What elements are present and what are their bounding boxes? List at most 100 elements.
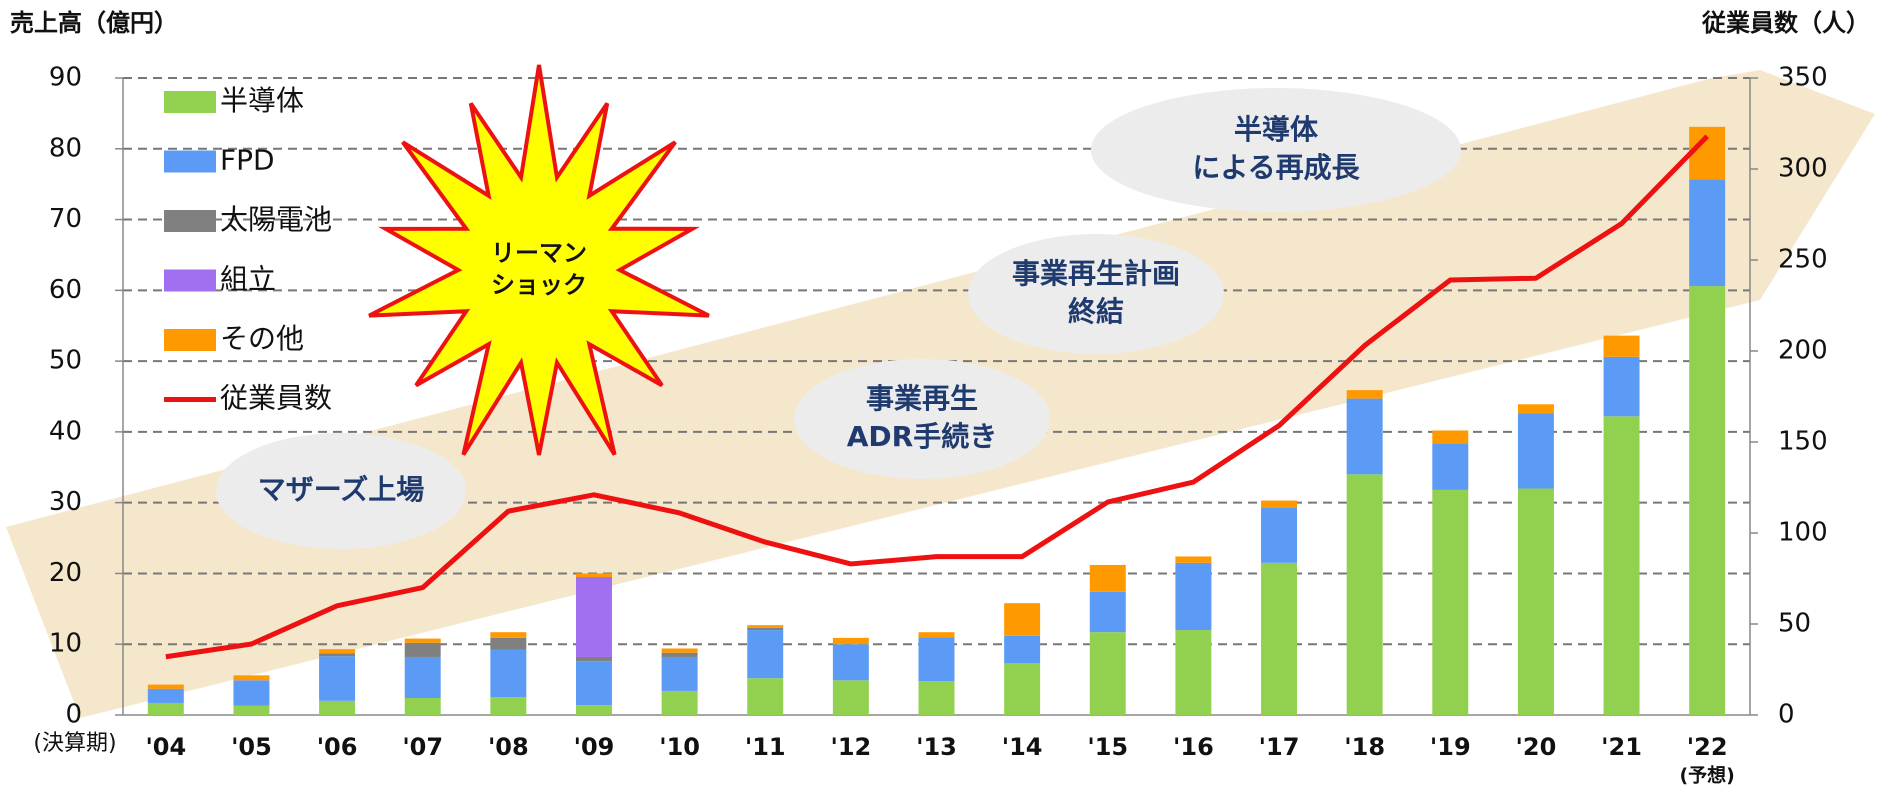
bar-segment bbox=[1347, 390, 1383, 398]
bar-segment bbox=[405, 698, 441, 715]
annotation-text: ADR手続き bbox=[847, 420, 997, 453]
y-tick-label: 10 bbox=[49, 629, 82, 659]
y2-tick-label: 50 bbox=[1778, 609, 1811, 639]
legend-label: FPD bbox=[220, 144, 275, 177]
legend-label: 半導体 bbox=[220, 84, 304, 117]
y2-tick-label: 250 bbox=[1778, 245, 1828, 275]
bar-segment bbox=[747, 630, 783, 678]
annotation-bubble bbox=[794, 359, 1050, 479]
y2-tick-label: 200 bbox=[1778, 336, 1828, 366]
bar-segment bbox=[1004, 636, 1040, 664]
bar-segment bbox=[1090, 565, 1126, 592]
y2-axis-title: 従業員数（人） bbox=[1701, 9, 1870, 37]
x-tick-label: '22 bbox=[1687, 733, 1728, 761]
legend-label: 太陽電池 bbox=[220, 203, 332, 236]
bar-segment bbox=[1175, 630, 1211, 715]
bar-segment bbox=[919, 681, 955, 715]
bar-segment bbox=[490, 650, 526, 697]
bar-segment bbox=[148, 689, 184, 703]
legend-swatch bbox=[164, 329, 216, 351]
bar-segment bbox=[1689, 127, 1725, 179]
x-tick-label: '16 bbox=[1173, 733, 1214, 761]
bar-segment bbox=[233, 680, 269, 705]
annotation-text: マザーズ上場 bbox=[258, 473, 425, 506]
legend-label: 従業員数 bbox=[220, 382, 332, 415]
bar-segment bbox=[1261, 508, 1297, 563]
y2-tick-label: 350 bbox=[1778, 63, 1828, 93]
bar-segment bbox=[747, 678, 783, 715]
bar-segment bbox=[1432, 443, 1468, 490]
bar-segment bbox=[319, 653, 355, 656]
x-tick-label: '11 bbox=[745, 733, 786, 761]
bar-segment bbox=[662, 653, 698, 657]
bar-segment bbox=[1261, 563, 1297, 715]
annotation-text: リーマン bbox=[491, 239, 587, 267]
bar-segment bbox=[576, 577, 612, 657]
bar-segment bbox=[576, 705, 612, 715]
bar-segment bbox=[1175, 556, 1211, 562]
bar-segment bbox=[662, 657, 698, 691]
bar-segment bbox=[233, 675, 269, 680]
x-axis-note: (決算期) bbox=[33, 731, 116, 756]
bar-segment bbox=[1689, 286, 1725, 715]
bar-segment bbox=[405, 657, 441, 698]
annotation-text: 終結 bbox=[1068, 295, 1124, 328]
bar-segment bbox=[1004, 663, 1040, 715]
x-tick-label: '05 bbox=[231, 733, 272, 761]
y2-tick-label: 150 bbox=[1778, 427, 1828, 457]
bar-segment bbox=[1261, 501, 1297, 508]
bar-segment bbox=[576, 657, 612, 661]
x-tick-label: '20 bbox=[1516, 733, 1557, 761]
y-tick-label: 90 bbox=[49, 63, 82, 93]
legend-swatch bbox=[164, 151, 216, 173]
bar-segment bbox=[319, 649, 355, 653]
y-tick-label: 0 bbox=[65, 700, 82, 730]
bar-segment bbox=[490, 697, 526, 715]
bar-segment bbox=[1604, 336, 1640, 357]
y2-tick-label: 100 bbox=[1778, 518, 1828, 548]
chart: 売上高（億円） 従業員数（人） (決算期) 010203040506070809… bbox=[0, 0, 1877, 789]
y-tick-label: 80 bbox=[49, 133, 82, 163]
x-tick-label: '10 bbox=[659, 733, 700, 761]
bar-segment bbox=[233, 706, 269, 715]
y-axis-title: 売上高（億円） bbox=[10, 9, 178, 37]
legend-swatch bbox=[164, 210, 216, 232]
legend-label: 組立 bbox=[220, 263, 276, 296]
annotation-text: ショック bbox=[491, 271, 587, 299]
x-tick-label: '09 bbox=[574, 733, 615, 761]
bar-segment bbox=[1604, 416, 1640, 715]
bar-segment bbox=[662, 648, 698, 652]
bar-segment bbox=[833, 638, 869, 644]
x-tick-label: '14 bbox=[1002, 733, 1043, 761]
bar-segment bbox=[319, 701, 355, 715]
bar-segment bbox=[662, 691, 698, 715]
bar-segment bbox=[576, 573, 612, 577]
bar-segment bbox=[747, 628, 783, 630]
bar-segment bbox=[405, 639, 441, 643]
bar-segment bbox=[747, 625, 783, 628]
x-tick-label: '19 bbox=[1430, 733, 1471, 761]
bar-segment bbox=[1347, 399, 1383, 475]
x-tick-label: '12 bbox=[830, 733, 871, 761]
bar-segment bbox=[1518, 489, 1554, 715]
legend-label: その他 bbox=[220, 322, 304, 355]
y-tick-label: 60 bbox=[49, 275, 82, 305]
x-tick-label: '18 bbox=[1344, 733, 1385, 761]
bar-segment bbox=[1175, 563, 1211, 630]
bar-segment bbox=[576, 661, 612, 705]
y-tick-label: 50 bbox=[49, 346, 82, 376]
y2-tick-label: 300 bbox=[1778, 154, 1828, 184]
y2-tick-label: 0 bbox=[1778, 700, 1795, 730]
annotation-bubble bbox=[1091, 88, 1461, 212]
x-tick-label: '17 bbox=[1259, 733, 1300, 761]
x-tick-label: '06 bbox=[317, 733, 358, 761]
bar-segment bbox=[319, 656, 355, 701]
x-tick-label: '07 bbox=[402, 733, 443, 761]
y-tick-label: 30 bbox=[49, 487, 82, 517]
bar-segment bbox=[1518, 413, 1554, 488]
bar-segment bbox=[1432, 430, 1468, 443]
bar-segment bbox=[148, 703, 184, 715]
bar-segment bbox=[919, 637, 955, 681]
legend-swatch bbox=[164, 91, 216, 113]
bar-segment bbox=[833, 644, 869, 680]
